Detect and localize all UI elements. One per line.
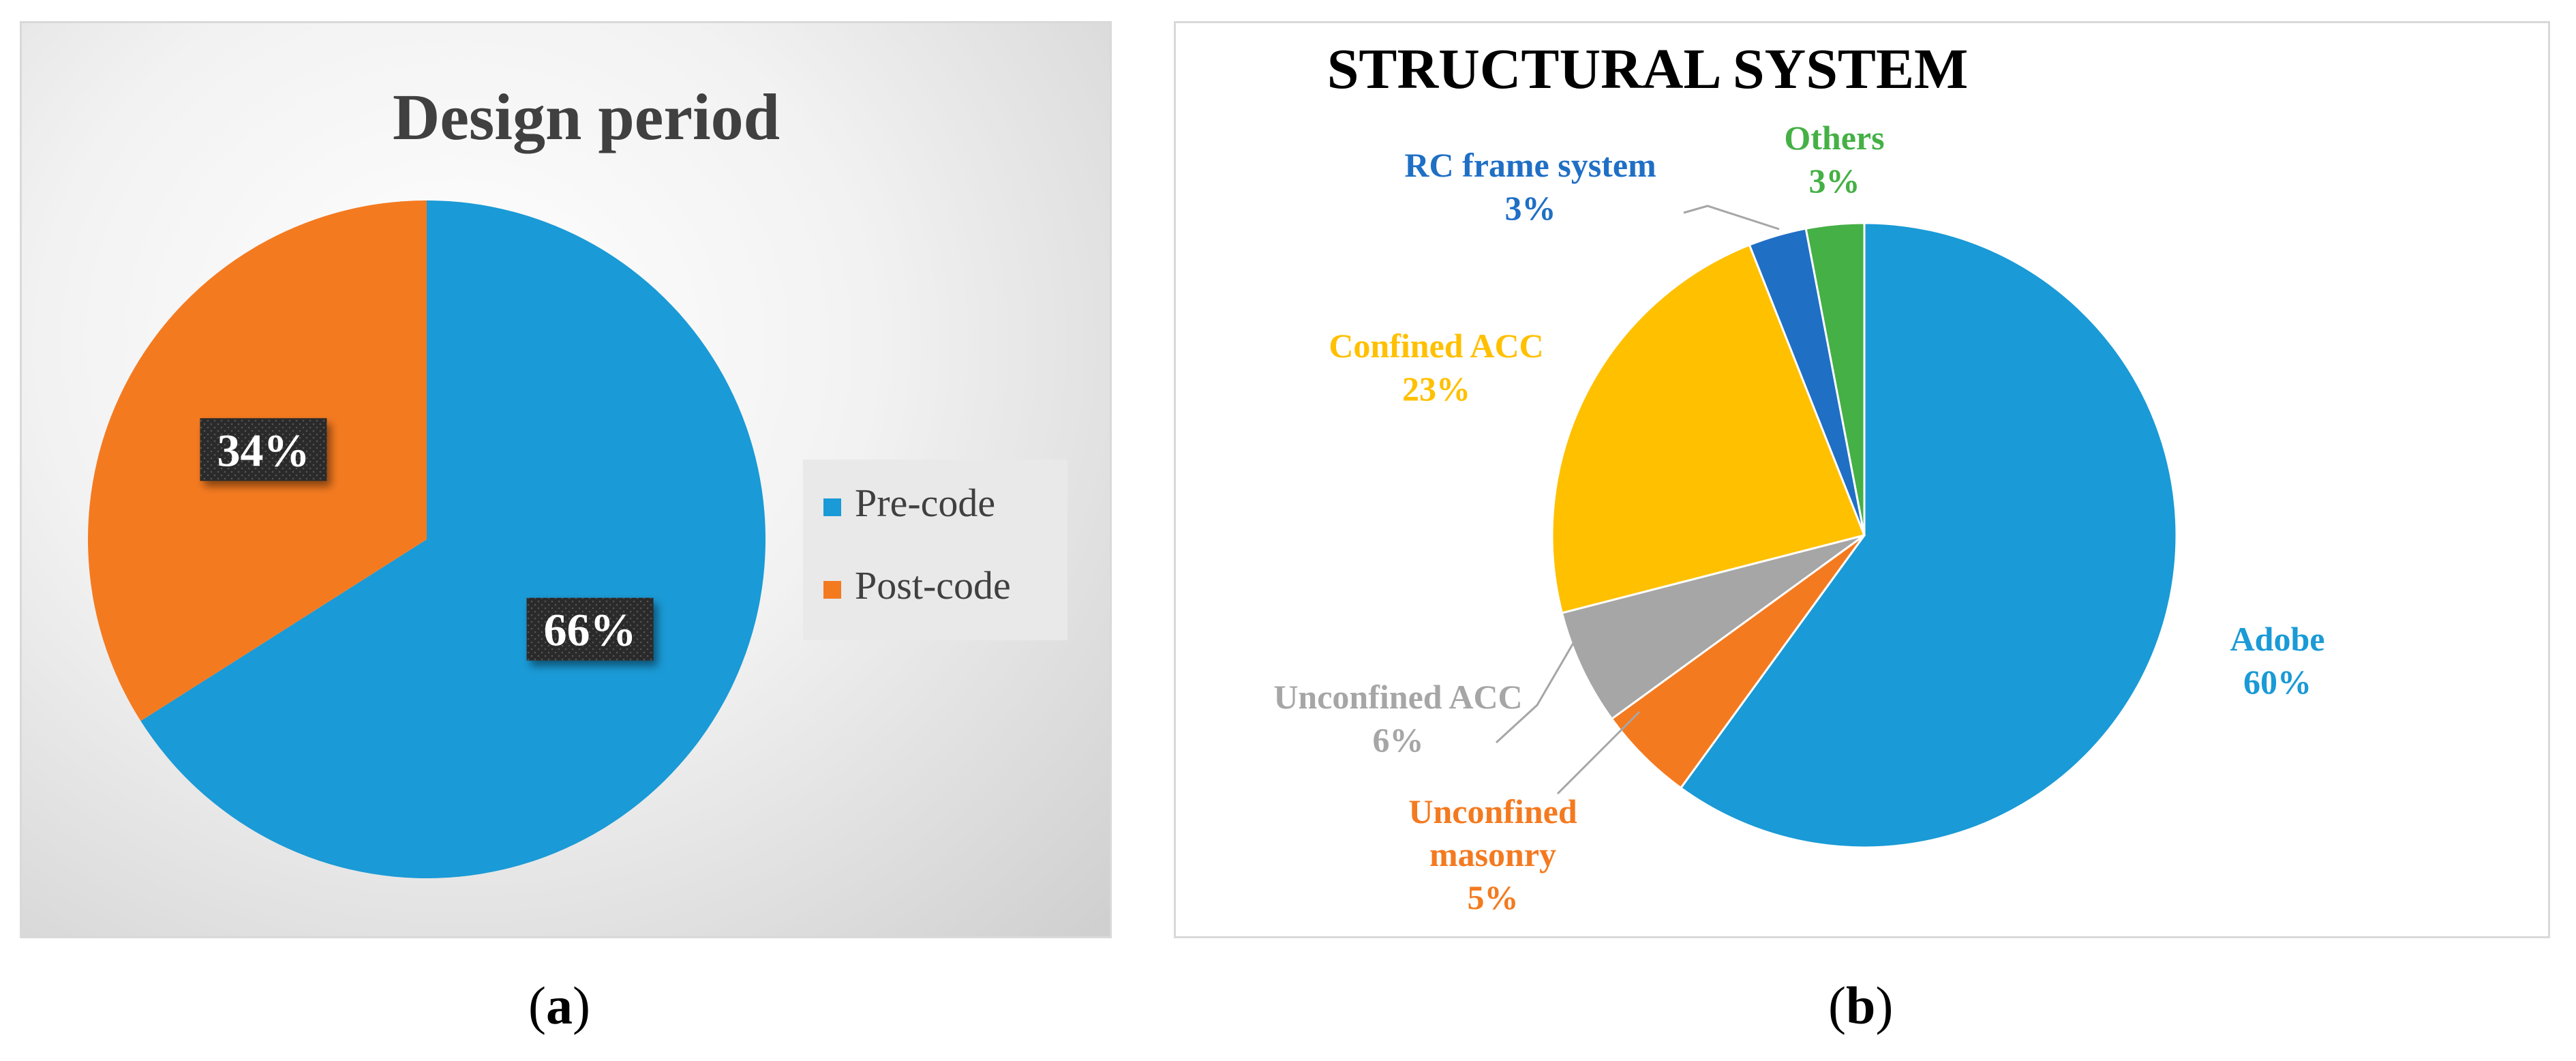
caption-a-letter: a [545,976,573,1035]
legend-swatch-post-code [823,581,841,599]
caption-b: (b) [1828,975,1893,1036]
data-label-adobe: Adobe 60% [2230,620,2325,701]
pie-slice-adobe [1679,222,2178,849]
data-label-others: Others 3% [1784,119,1884,200]
design-period-svg: Design period 66% 34% Pre-code Post-code [88,80,1067,879]
pie-slice-unconfined-acc [1560,534,1865,721]
pie-slice-pre-code [140,200,766,879]
caption-a-close: ) [572,976,590,1035]
caption-a: (a) [528,975,590,1036]
pie-slice-others [1804,222,1866,536]
data-label-confined-acc: Confined ACC 23% [1329,327,1543,408]
legend-label-post-code: Post-code [855,563,1011,608]
leader-line-unconfined-masonry [1556,711,1641,795]
legend-swatch-pre-code [823,498,841,516]
caption-b-letter: b [1845,976,1876,1035]
data-label-unconfined-masonry: Unconfined masonry 5% [1408,792,1577,916]
data-label-post-code: 34% [217,424,309,476]
data-label-pre-code: 66% [544,604,637,656]
design-period-chart: Design period 66% 34% Pre-code Post-code [20,21,1112,938]
caption-a-open: ( [528,976,546,1035]
pie-slice-unconfined-masonry [1610,534,1866,790]
chart-title: Design period [393,80,780,153]
pie-slice-confined-acc [1551,243,1866,614]
data-label-unconfined-acc: Unconfined ACC 6% [1273,678,1522,759]
legend-label-pre-code: Pre-code [855,481,995,525]
structural-system-svg: STRUCTURAL SYSTEM Adobe 60% Unconfined maso… [1273,38,2325,916]
leader-line-unconfined-acc [1495,623,1586,744]
structural-system-chart: STRUCTURAL SYSTEM Adobe 60% Unconfined maso… [1174,21,2550,938]
data-label-rc-frame-system: RC frame system 3% [1404,146,1656,227]
data-label-box-post-code [200,418,327,481]
data-label-box-pre-code [526,597,654,661]
legend-box [803,460,1067,640]
chart-title: STRUCTURAL SYSTEM [1327,38,1969,101]
caption-b-close: ) [1875,976,1894,1035]
leader-line-rc-frame-system [1683,205,1780,230]
caption-b-open: ( [1828,976,1846,1035]
